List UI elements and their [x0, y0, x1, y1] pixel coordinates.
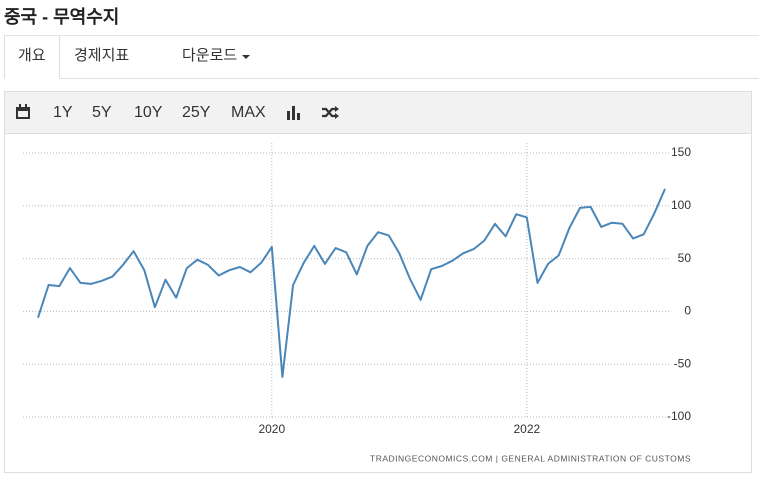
- calendar-icon[interactable]: [15, 104, 31, 120]
- page-title: 중국 - 무역수지: [4, 7, 120, 27]
- y-tick-label: -50: [674, 356, 692, 370]
- range-button[interactable]: 10Y: [134, 104, 163, 121]
- y-tick-label: 50: [678, 251, 692, 265]
- y-tick-label: 100: [671, 198, 691, 212]
- x-tick-label: 2020: [258, 422, 285, 436]
- data-line: [37, 188, 666, 378]
- range-button[interactable]: 1Y: [53, 104, 73, 121]
- range-button[interactable]: MAX: [231, 104, 266, 121]
- y-tick-label: 150: [671, 145, 691, 159]
- range-button[interactable]: 5Y: [92, 104, 112, 121]
- x-tick-label: 2022: [513, 422, 540, 436]
- tab-bar: 개요 경제지표 다운로드: [4, 35, 759, 79]
- toolbar: 1Y 5Y 10Y 25Y MAX: [4, 91, 752, 134]
- y-tick-label: -100: [667, 409, 691, 423]
- chart: -100 -50 0 50 100 150 2020 2022 TRADINGECONOMICS…: [23, 143, 692, 463]
- bar-icon[interactable]: [286, 105, 302, 120]
- y-tick-label: 0: [684, 304, 691, 318]
- range-button[interactable]: 25Y: [182, 104, 211, 121]
- tab[interactable]: 개요: [4, 36, 60, 79]
- shuffle-icon[interactable]: [321, 105, 339, 120]
- tab[interactable]: 다운로드: [182, 36, 251, 78]
- chart-panel: -100 -50 0 50 100 150 2020 2022 TRADINGECONOMICS…: [4, 133, 752, 473]
- tab-label: 다운로드: [182, 47, 238, 64]
- tab[interactable]: 경제지표: [74, 47, 130, 64]
- caret: [242, 55, 251, 59]
- source-note: TRADINGECONOMICS.COM | GENERAL ADMINISTR…: [370, 453, 691, 463]
